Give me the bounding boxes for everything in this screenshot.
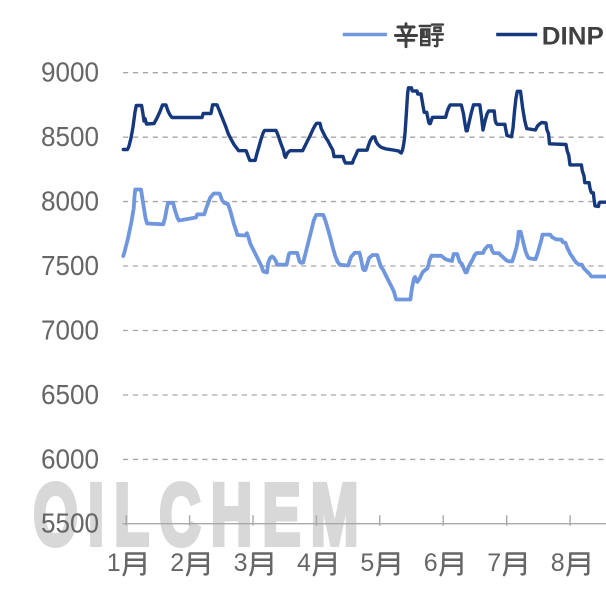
svg-text:8: 8	[551, 549, 565, 577]
svg-text:DINP: DINP	[542, 23, 604, 51]
svg-text:4: 4	[297, 549, 311, 577]
svg-text:3: 3	[234, 549, 248, 577]
svg-text:5: 5	[360, 549, 374, 577]
svg-text:6000: 6000	[41, 443, 99, 474]
svg-text:6: 6	[424, 549, 438, 577]
svg-text:7: 7	[487, 549, 501, 577]
svg-text:9000: 9000	[41, 57, 99, 88]
svg-text:6500: 6500	[41, 379, 99, 410]
svg-text:7500: 7500	[41, 250, 99, 281]
svg-text:8500: 8500	[41, 121, 99, 152]
svg-text:7000: 7000	[41, 315, 99, 346]
svg-text:2: 2	[170, 549, 184, 577]
svg-text:8000: 8000	[41, 186, 99, 217]
svg-text:5500: 5500	[41, 508, 99, 539]
svg-text:1: 1	[107, 549, 121, 577]
svg-text:OILCHEM: OILCHEM	[33, 465, 368, 563]
